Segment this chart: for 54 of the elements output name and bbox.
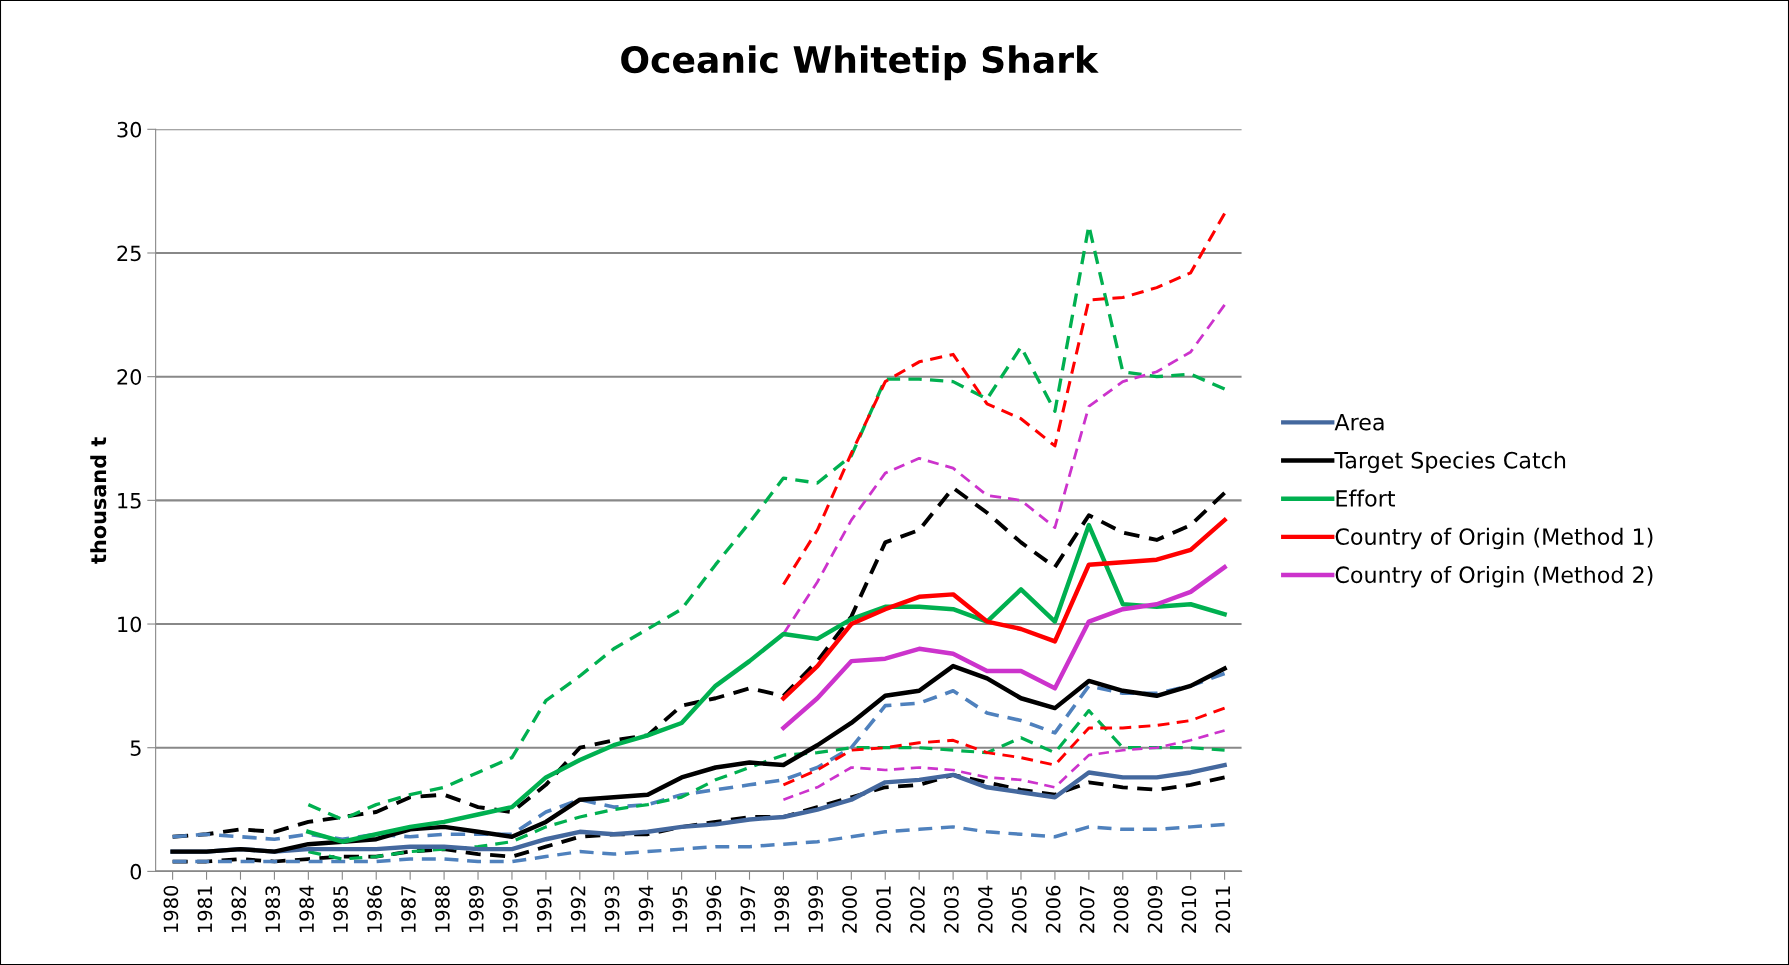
x-tick-label: 1987 <box>401 886 416 932</box>
y-tick-label: 25 <box>117 245 141 262</box>
x-tick-label: 2002 <box>910 886 925 933</box>
x-tick-label: 1988 <box>435 885 450 932</box>
x-tick-label: 1993 <box>604 886 620 932</box>
x-tick-label: 1995 <box>672 886 688 932</box>
x-tick-label: 1997 <box>740 886 756 932</box>
x-tick-label: 2007 <box>1079 886 1095 933</box>
line-series <box>781 706 1227 787</box>
x-tick-label: 2003 <box>944 886 959 933</box>
x-tick-label: 2009 <box>1147 885 1163 933</box>
line-series <box>306 522 1227 844</box>
line-series <box>170 822 1227 864</box>
legend-label: Area <box>1334 413 1384 431</box>
x-tick-label: 2010 <box>1181 885 1197 933</box>
x-tick-label: 1983 <box>265 886 281 932</box>
y-tick-label: 20 <box>117 369 142 385</box>
legend-label: Target Species Catch <box>1334 451 1566 473</box>
line-series <box>781 517 1227 701</box>
legend-label: Country of Origin (Method 1) <box>1335 527 1653 550</box>
line-series <box>781 211 1227 586</box>
x-tick-label: 1992 <box>570 886 586 932</box>
legend-label: Country of Origin (Method 2) <box>1335 565 1653 588</box>
x-tick-label: 1986 <box>367 885 382 932</box>
x-tick-label: 2004 <box>977 885 993 933</box>
y-tick-label: 0 <box>130 863 142 880</box>
x-tick-label: 2000 <box>842 885 857 933</box>
x-tick-label: 1980 <box>163 885 179 932</box>
y-tick-label: 5 <box>130 740 141 756</box>
y-tick-label: 15 <box>118 493 141 509</box>
x-tick-label: 1984 <box>299 885 314 932</box>
x-tick-label: 2005 <box>1011 886 1027 933</box>
x-tick-label: 2001 <box>876 886 891 933</box>
y-tick-label: 10 <box>118 616 142 633</box>
x-tick-label: 2011 <box>1215 886 1231 933</box>
x-tick-label: 1985 <box>333 886 348 932</box>
y-axis-title: thousand t <box>90 437 107 564</box>
x-tick-label: 1998 <box>774 885 790 932</box>
line-series <box>781 564 1227 731</box>
chart-title: Oceanic Whitetip Shark <box>621 45 1099 81</box>
x-tick-label: 1990 <box>502 885 518 932</box>
x-tick-label: 2006 <box>1045 885 1061 933</box>
x-tick-label: 1999 <box>808 885 824 932</box>
line-series <box>782 729 1226 801</box>
legend-label: Effort <box>1336 489 1395 507</box>
x-tick-label: 1989 <box>468 885 484 932</box>
y-tick-label: 30 <box>117 121 142 138</box>
x-tick-label: 1982 <box>231 886 247 932</box>
x-tick-label: 1991 <box>536 886 552 932</box>
x-tick-label: 2008 <box>1113 885 1129 933</box>
x-tick-label: 1981 <box>197 886 213 932</box>
x-tick-label: 1994 <box>638 885 654 932</box>
line-series <box>306 709 1227 861</box>
x-tick-label: 1996 <box>706 885 722 932</box>
